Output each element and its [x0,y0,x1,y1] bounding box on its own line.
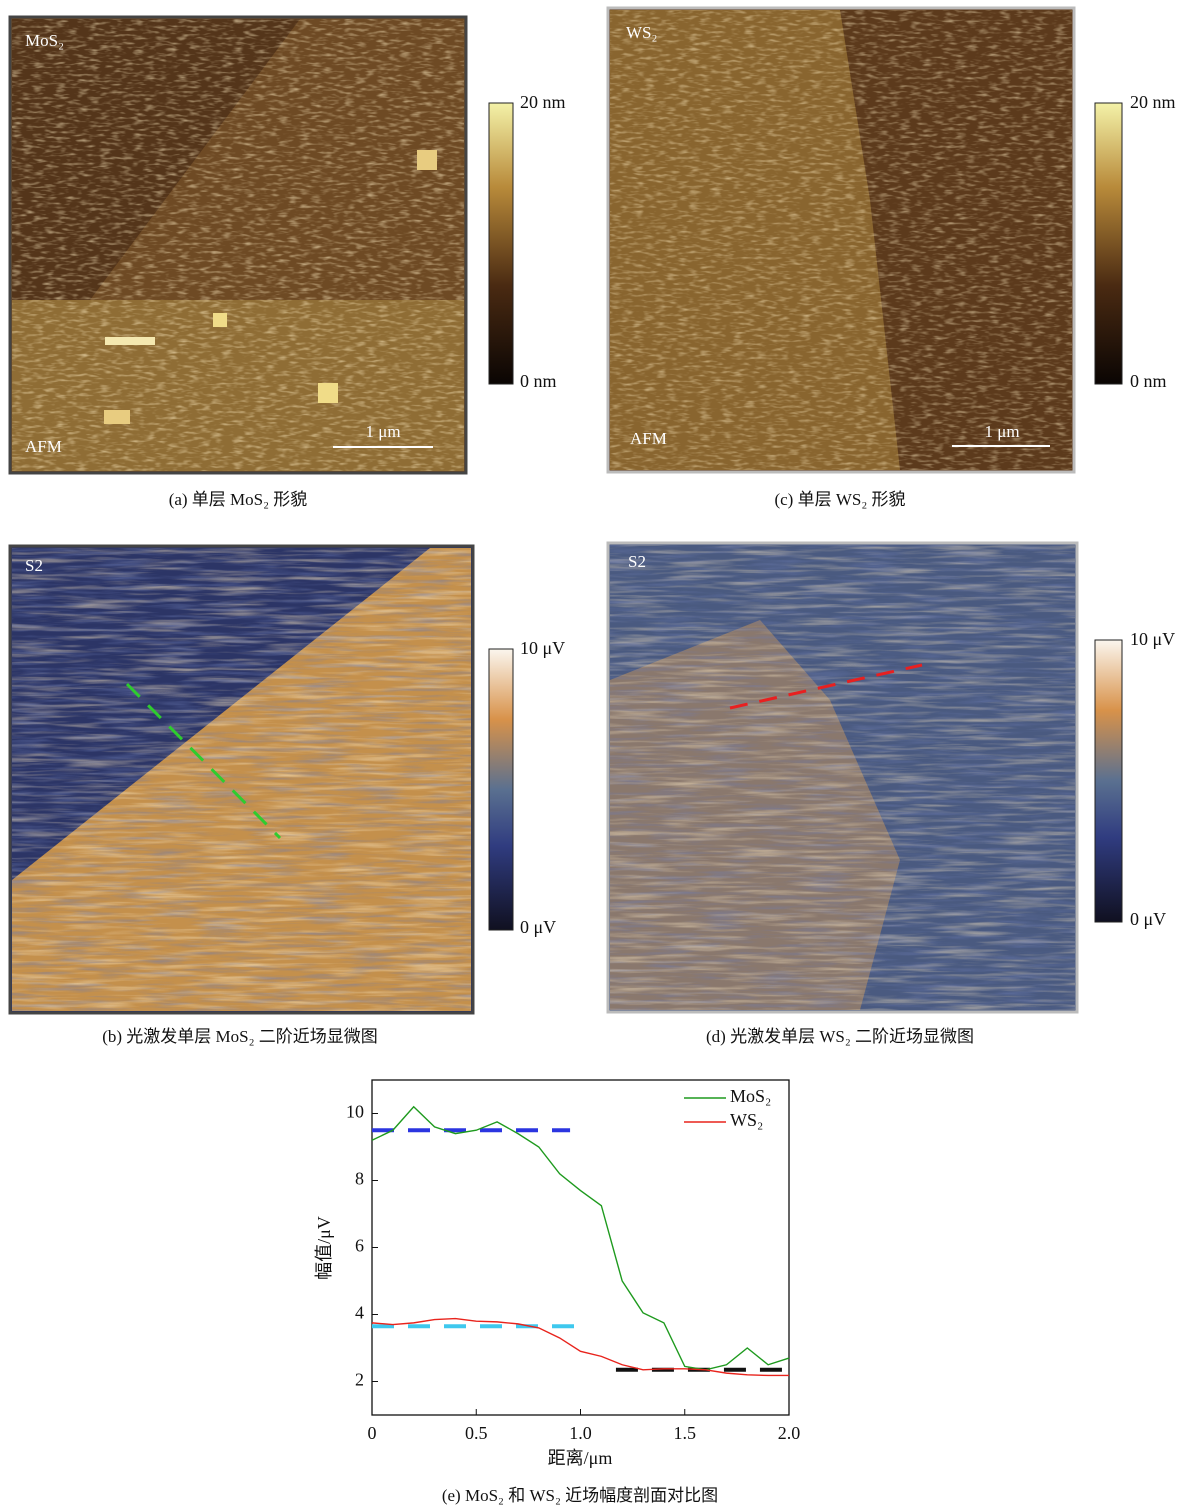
y-tick-label: 2 [355,1370,364,1390]
profile-line [729,663,923,710]
panel-d: S2 10 μV 0 μV (d) 光激发单层 WS₂ 二阶近场显微图 [606,541,1175,1046]
profile-line [125,682,282,840]
legend-label: WS₂ [730,1110,763,1130]
mode-label: AFM [630,429,667,448]
panel-a: MoS₂ AFM 1 μm 20 nm 0 nm (a) 单层 MoS₂ 形貌 [8,15,566,509]
colorbar-max: 20 nm [520,92,566,112]
colorbar-min: 0 μV [1130,909,1166,929]
legend-label: MoS₂ [730,1086,771,1106]
colorbar-min: 0 nm [520,371,557,391]
colorbar [1094,639,1123,923]
colorbar-min: 0 nm [1130,371,1167,391]
x-axis-label: 距离/μm [548,1448,613,1468]
corner-label: WS₂ [626,23,657,42]
afm-particle [104,410,130,424]
colorbar [488,102,514,385]
x-tick-label: 0.5 [465,1423,488,1443]
y-tick-label: 6 [355,1236,364,1256]
afm-particle [318,383,338,403]
scale-label: 1 μm [984,422,1019,441]
corner-label: MoS₂ [25,31,64,50]
colorbar-max: 10 μV [520,638,565,658]
y-axis-label: 幅值/μV [314,1216,334,1280]
y-tick-label: 10 [346,1102,364,1122]
x-tick-label: 1.0 [569,1423,592,1443]
y-tick-label: 4 [355,1303,364,1323]
series-line [371,1105,790,1371]
caption: (b) 光激发单层 MoS₂ 二阶近场显微图 [102,1027,378,1046]
caption: (c) 单层 WS₂ 形貌 [774,490,905,509]
afm-particle [417,150,437,170]
corner-label: S2 [25,556,43,575]
y-tick-label: 8 [355,1169,364,1189]
colorbar-max: 10 μV [1130,629,1175,649]
afm-texture [610,10,1072,470]
afm-particle [213,313,227,327]
caption: (d) 光激发单层 WS₂ 二阶近场显微图 [706,1027,974,1046]
x-tick-label: 2.0 [778,1423,801,1443]
panel-b: S2 10 μV 0 μV (b) 光激发单层 MoS₂ 二阶近场显微图 [8,544,565,1046]
afm-texture [12,19,464,471]
colorbar [488,648,514,931]
scale-label: 1 μm [365,422,400,441]
mode-label: AFM [25,437,62,456]
colorbar-min: 0 μV [520,917,556,937]
afm-particle [105,337,155,345]
x-tick-label: 1.5 [674,1423,697,1443]
caption: (a) 单层 MoS₂ 形貌 [169,490,308,509]
panel-c: WS₂ AFM 1 μm 20 nm 0 nm (c) 单层 WS₂ 形貌 [606,6,1176,509]
s2-texture [610,545,1075,1010]
colorbar [1094,102,1123,385]
colorbar-max: 20 nm [1130,92,1176,112]
x-tick-label: 0 [368,1423,377,1443]
line-chart: 距离/μm 幅值/μV (e) MoS₂ 和 WS₂ 近场幅度剖面对比图 0 0.… [314,1079,801,1505]
corner-label: S2 [628,552,646,571]
caption: (e) MoS₂ 和 WS₂ 近场幅度剖面对比图 [442,1486,718,1505]
series-line [371,1317,789,1377]
s2-texture [12,548,471,1011]
